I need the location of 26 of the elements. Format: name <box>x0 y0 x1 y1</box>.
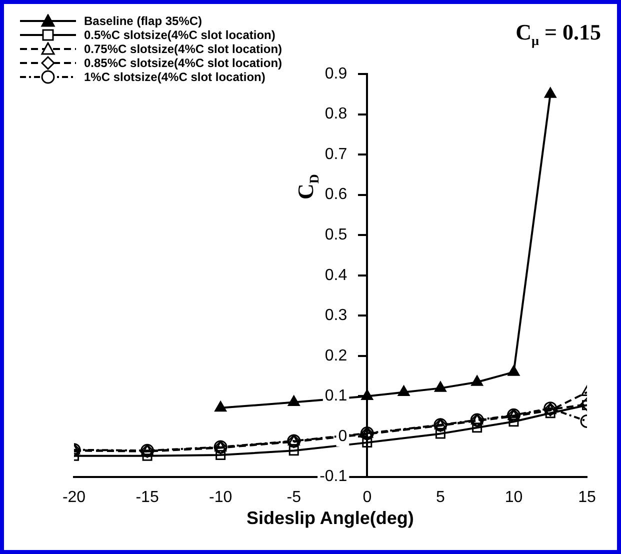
x-axis-title: Sideslip Angle(deg) <box>246 508 414 528</box>
x-tick-label: -10 <box>209 488 232 506</box>
y-axis-title: CD <box>292 174 322 200</box>
y-tick-label: 0.5 <box>324 226 348 244</box>
y-tick-label: 0 <box>338 428 348 445</box>
y-tick-label: 0.1 <box>324 388 348 405</box>
legend-label: 0.75%C slotsize(4%C slot location) <box>84 42 282 56</box>
y-tick-label: 0.9 <box>324 65 348 82</box>
x-tick-label: 15 <box>578 488 596 506</box>
y-tick-label: 0.7 <box>324 146 348 163</box>
y-tick-label: 0.4 <box>324 266 348 284</box>
y-tick-label: 0.2 <box>324 347 348 364</box>
legend-label: Baseline (flap 35%C) <box>84 14 202 28</box>
x-tick-label: -15 <box>136 488 159 506</box>
y-tick-label: 0.6 <box>324 186 348 204</box>
y-tick-label: 0.3 <box>324 307 348 324</box>
y-tick-label: -0.1 <box>320 468 348 486</box>
legend-label: 0.85%C slotsize(4%C slot location) <box>84 56 282 70</box>
x-tick-label: 0 <box>362 488 372 506</box>
x-tick-label: 10 <box>504 488 523 506</box>
y-tick-label: 0.8 <box>324 106 348 123</box>
x-tick-label: -5 <box>286 488 302 506</box>
legend-label: 1%C slotsize(4%C slot location) <box>84 70 266 84</box>
x-tick-label: 5 <box>436 488 445 506</box>
legend-label: 0.5%C slotsize(4%C slot location) <box>84 28 276 42</box>
x-tick-label: -20 <box>62 488 86 506</box>
